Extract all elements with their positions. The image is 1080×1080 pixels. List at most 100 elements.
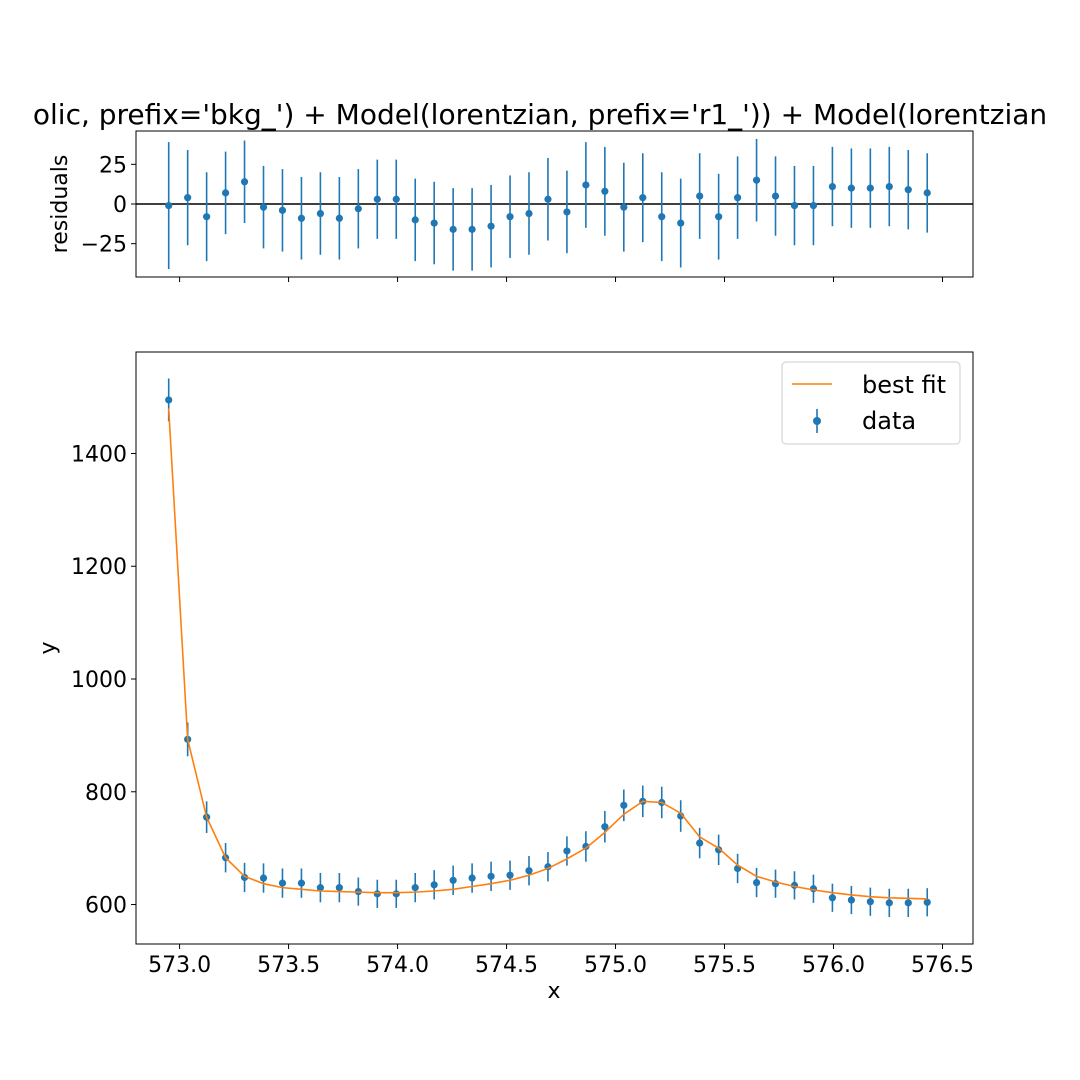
data-point bbox=[165, 396, 173, 404]
residual-point bbox=[354, 205, 362, 213]
residual-point bbox=[335, 214, 343, 222]
residual-point bbox=[677, 219, 685, 227]
residual-point bbox=[809, 201, 818, 210]
legend-data-label: data bbox=[862, 407, 916, 435]
residual-point bbox=[278, 206, 287, 214]
residual-point bbox=[601, 187, 609, 195]
residuals-y-ticks: 25 0 −25 bbox=[81, 153, 136, 258]
data-point bbox=[620, 801, 628, 809]
main-x-tick-label: 576.0 bbox=[802, 953, 865, 978]
residuals-panel: 25 0 −25 residuals bbox=[48, 130, 974, 282]
data-point bbox=[563, 847, 571, 855]
data-point bbox=[335, 884, 343, 892]
residual-point bbox=[582, 181, 590, 189]
residuals-y-tick-label: 25 bbox=[99, 153, 127, 178]
data-point bbox=[904, 899, 912, 907]
best-fit-line bbox=[167, 408, 928, 900]
data-point bbox=[392, 890, 400, 898]
main-y-tick-label: 1400 bbox=[71, 442, 127, 467]
data-point bbox=[923, 898, 931, 906]
residual-point bbox=[544, 195, 552, 203]
residual-point bbox=[373, 195, 381, 203]
residual-point bbox=[923, 189, 931, 197]
residuals-x-ticks bbox=[179, 277, 943, 282]
main-x-ticks: 573.0 573.5 574.0 574.5 575.0 575.5 576.0 576.5 bbox=[148, 944, 974, 978]
data-point bbox=[866, 898, 874, 906]
data-point bbox=[828, 894, 837, 902]
residual-point bbox=[752, 176, 761, 184]
residual-point bbox=[771, 192, 780, 200]
residual-point bbox=[506, 213, 514, 221]
residual-point bbox=[468, 225, 476, 233]
residuals-marks bbox=[136, 138, 973, 271]
main-y-tick-label: 800 bbox=[85, 781, 127, 806]
data-point bbox=[373, 890, 381, 898]
residual-point bbox=[487, 222, 495, 230]
data-point bbox=[525, 867, 533, 875]
main-x-tick-label: 573.0 bbox=[148, 953, 211, 978]
data-point bbox=[752, 878, 761, 887]
main-marks bbox=[165, 378, 931, 917]
residual-point bbox=[733, 194, 742, 202]
main-y-tick-label: 1000 bbox=[71, 668, 127, 693]
residuals-y-tick-label: −25 bbox=[81, 233, 127, 258]
residual-point bbox=[430, 219, 438, 227]
main-x-tick-label: 574.5 bbox=[475, 953, 538, 978]
residual-point bbox=[525, 209, 533, 218]
residual-point bbox=[885, 182, 893, 191]
main-y-axis-label: y bbox=[36, 641, 61, 654]
residual-point bbox=[221, 189, 230, 197]
main-x-tick-label: 575.5 bbox=[693, 953, 756, 978]
data-point bbox=[259, 874, 268, 882]
residual-point bbox=[847, 184, 855, 192]
main-x-tick-label: 573.5 bbox=[257, 953, 320, 978]
residual-point bbox=[165, 201, 173, 210]
residuals-y-axis-label: residuals bbox=[48, 155, 73, 254]
residual-point bbox=[696, 192, 704, 200]
data-point bbox=[468, 874, 476, 882]
data-point bbox=[411, 884, 419, 892]
residual-point bbox=[411, 216, 419, 224]
data-point bbox=[601, 823, 609, 831]
residual-point bbox=[297, 214, 306, 222]
main-x-tick-label: 575.0 bbox=[584, 953, 647, 978]
main-y-tick-label: 1200 bbox=[71, 555, 127, 580]
main-x-tick-label: 574.0 bbox=[366, 953, 429, 978]
legend: best fit data bbox=[781, 361, 961, 445]
main-frame bbox=[135, 351, 974, 945]
residual-point bbox=[828, 182, 837, 191]
residual-point bbox=[392, 195, 400, 203]
residual-point bbox=[715, 213, 723, 221]
residual-point bbox=[620, 203, 628, 211]
residual-point bbox=[658, 213, 666, 221]
main-y-tick-label: 600 bbox=[85, 894, 127, 919]
data-point bbox=[449, 876, 457, 884]
residual-point bbox=[449, 225, 457, 233]
residual-point bbox=[259, 203, 268, 211]
main-y-ticks: 600 800 1000 1200 1400 bbox=[71, 442, 136, 919]
data-point bbox=[696, 839, 704, 847]
legend-data-marker-swatch bbox=[813, 417, 821, 425]
legend-box bbox=[781, 361, 961, 445]
residual-point bbox=[563, 208, 571, 216]
residual-point bbox=[184, 194, 192, 202]
data-point bbox=[506, 871, 514, 879]
legend-best-fit-label: best fit bbox=[862, 371, 946, 399]
residuals-y-tick-label: 0 bbox=[113, 193, 127, 218]
data-point bbox=[316, 884, 325, 892]
chart-title: olic, prefix='bkg_') + Model(lorentzian,… bbox=[33, 98, 1047, 131]
data-point bbox=[847, 896, 855, 904]
data-point bbox=[430, 881, 438, 889]
main-x-tick-label: 576.5 bbox=[911, 953, 974, 978]
residual-point bbox=[203, 213, 211, 221]
residual-point bbox=[790, 201, 799, 210]
data-point bbox=[715, 846, 723, 854]
residual-point bbox=[240, 178, 249, 186]
data-point bbox=[487, 872, 495, 880]
residual-point bbox=[316, 209, 325, 218]
residual-point bbox=[639, 194, 647, 202]
data-point bbox=[297, 879, 306, 887]
